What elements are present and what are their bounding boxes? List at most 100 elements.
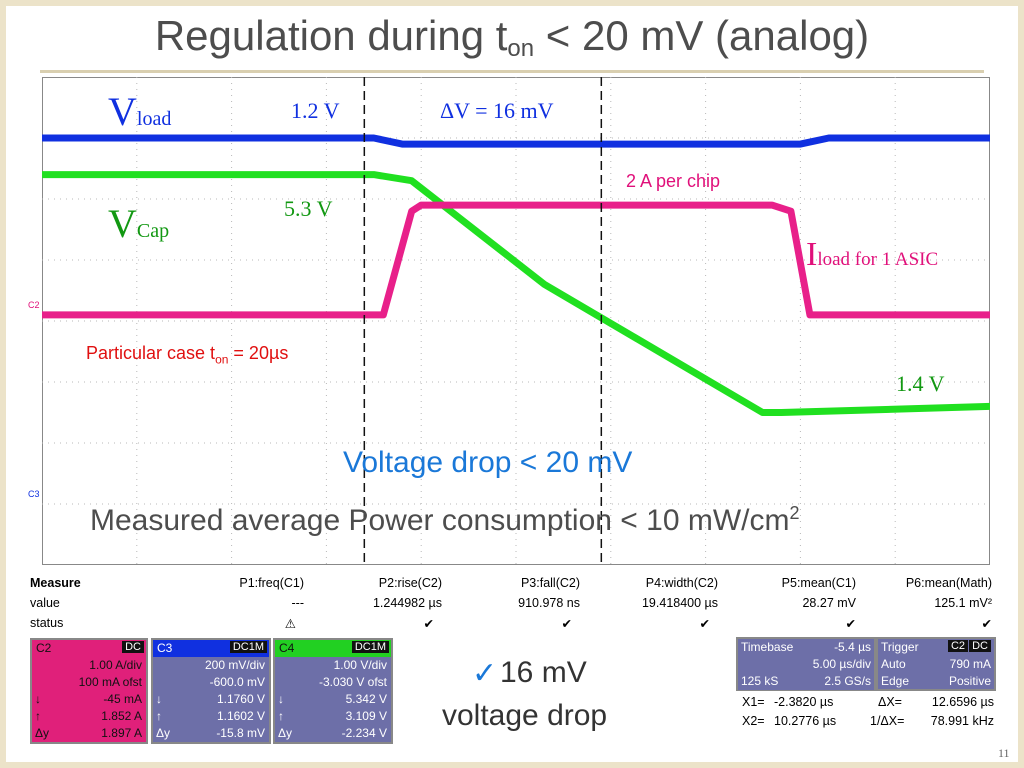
- channel-header: C2 DC: [32, 640, 146, 657]
- cursor-up-icon: ↑: [156, 709, 162, 723]
- measure-heading: Measure: [30, 576, 81, 590]
- cursor-up-icon: ↑: [278, 709, 284, 723]
- channel-c3-panel[interactable]: C3 DC1M 200 mV/div -600.0 mV ↓ 1.1760 V ↑ 1…: [151, 638, 271, 744]
- delta-y-label: Δy: [35, 726, 50, 740]
- iload-label: Iload for 1 ASIC: [806, 236, 939, 273]
- channel-name: C2: [36, 641, 52, 655]
- trigger-type: Edge: [881, 674, 910, 688]
- channel-c4-panel[interactable]: C4 DC1M 1.00 V/div -3.030 V ofst ↓ 5.342 V…: [273, 638, 393, 744]
- measure-header-p2: P2:rise(C2): [378, 576, 442, 590]
- summary-value: 16 mV: [500, 656, 587, 689]
- measure-header-p3: P3:fall(C2): [520, 576, 580, 590]
- delta-x-value: 12.6596 µs: [931, 695, 994, 709]
- delta-y-label: Δy: [156, 726, 171, 740]
- channel-name: C3: [157, 641, 173, 655]
- delta-y-value: 1.897 A: [101, 726, 142, 740]
- measure-value-row: value --- 1.244982 µs 910.978 ns 19.4184…: [30, 596, 992, 614]
- summary-caption: voltage drop: [442, 699, 608, 732]
- value-row-label: value: [30, 596, 60, 610]
- particular-case-label: Particular case ton = 20µs: [86, 343, 289, 367]
- coupling-badge: DC1M: [351, 641, 389, 653]
- trigger-title: Trigger: [881, 640, 919, 654]
- trace-i-load: [42, 201, 990, 319]
- power-consumption-label: Measured average Power consumption < 10 …: [90, 503, 800, 537]
- measure-header-p1: P1:freq(C1): [239, 576, 304, 590]
- label-1-4v: 1.4 V: [896, 371, 945, 396]
- check-icon: ✔: [423, 617, 434, 631]
- x2-label: X2=: [742, 714, 765, 728]
- measure-header-row: Measure P1:freq(C1) P2:rise(C2) P3:fall(…: [30, 576, 992, 594]
- sample-rate: 2.5 GS/s: [824, 674, 871, 688]
- measure-value-p1: ---: [291, 596, 305, 610]
- warning-icon: ⚠: [284, 617, 296, 631]
- cursor-down-icon: ↓: [278, 692, 284, 706]
- inverse-delta-x-value: 78.991 kHz: [930, 714, 994, 728]
- measure-value-p5: 28.27 mV: [802, 596, 856, 610]
- page-number: 11: [998, 746, 1010, 760]
- vcap-label: VCap: [108, 201, 170, 246]
- coupling-badge: DC: [122, 641, 144, 653]
- check-icon: ✔: [981, 617, 992, 631]
- sample-count: 125 kS: [741, 674, 779, 688]
- trace-v-cap: [42, 171, 990, 416]
- trigger-panel[interactable]: Trigger C2 DC Auto 790 mA Edge Positive: [876, 637, 996, 691]
- cursor-down-icon: ↓: [156, 692, 162, 706]
- x1-value: -2.3820 µs: [774, 695, 834, 709]
- cursor-up-value: 3.109 V: [345, 709, 387, 723]
- channel-scale: 200 mV/div: [204, 658, 265, 672]
- title-rule: [40, 70, 984, 73]
- trigger-slope: Positive: [948, 674, 991, 688]
- delta-y-label: Δy: [278, 726, 293, 740]
- c2-marker: C2: [28, 300, 40, 310]
- cursor-up-value: 1.1602 V: [216, 709, 265, 723]
- trigger-source-badge: C2: [947, 640, 968, 652]
- trace-v-load: [42, 134, 990, 148]
- delta-x-label: ΔX=: [878, 695, 902, 709]
- vload-label: Vload: [108, 89, 172, 134]
- status-row-label: status: [30, 616, 64, 630]
- voltage-drop-label: Voltage drop < 20 mV: [343, 446, 633, 479]
- timebase-scale: 5.00 µs/div: [812, 657, 871, 671]
- timebase-title: Timebase: [741, 640, 794, 654]
- channel-offset: 100 mA ofst: [78, 675, 142, 689]
- measure-header-p4: P4:width(C2): [645, 576, 718, 590]
- cursor-down-value: 1.1760 V: [216, 692, 265, 706]
- scope-plot: [42, 77, 990, 565]
- channel-name: C4: [279, 641, 295, 655]
- x2-value: 10.2776 µs: [774, 714, 837, 728]
- timebase-offset: -5.4 µs: [834, 640, 871, 654]
- cursor-readout: X1= -2.3820 µs ΔX= 12.6596 µs X2= 10.2776 µs…: [736, 694, 996, 734]
- x1-label: X1=: [742, 695, 765, 709]
- cursor-up-icon: ↑: [35, 709, 41, 723]
- measure-value-p4: 19.418400 µs: [641, 596, 718, 610]
- measure-status-row: status ⚠ ✔ ✔ ✔ ✔ ✔: [30, 616, 992, 634]
- amp-per-chip-label: 2 A per chip: [626, 171, 721, 191]
- c3-marker: C3: [28, 489, 40, 499]
- measure-value-p2: 1.244982 µs: [372, 596, 442, 610]
- label-1-2v: 1.2 V: [291, 98, 340, 123]
- label-5-3v: 5.3 V: [284, 196, 333, 221]
- measurement-table: Measure P1:freq(C1) P2:rise(C2) P3:fall(…: [30, 576, 992, 634]
- channel-header: C3 DC1M: [153, 640, 269, 657]
- trigger-coupling-badge: DC: [969, 640, 991, 652]
- measure-value-p3: 910.978 ns: [518, 596, 580, 610]
- delta-y-value: -2.234 V: [341, 726, 387, 740]
- channel-scale: 1.00 V/div: [333, 658, 387, 672]
- channel-offset: -3.030 V ofst: [318, 675, 387, 689]
- measure-value-p6: 125.1 mV²: [934, 596, 992, 610]
- cursor-up-value: 1.852 A: [101, 709, 142, 723]
- timebase-panel[interactable]: Timebase -5.4 µs 5.00 µs/div 125 kS 2.5 GS…: [736, 637, 876, 691]
- cursor-down-icon: ↓: [35, 692, 41, 706]
- coupling-badge: DC1M: [229, 641, 267, 653]
- measure-header-p5: P5:mean(C1): [781, 576, 856, 590]
- cursor-down-value: 5.342 V: [345, 692, 387, 706]
- trigger-mode: Auto: [881, 657, 906, 671]
- inverse-delta-x-label: 1/ΔX=: [870, 714, 905, 728]
- check-icon: ✔: [845, 617, 856, 631]
- measure-header-p6: P6:mean(Math): [905, 576, 992, 590]
- channel-c2-panel[interactable]: C2 DC 1.00 A/div 100 mA ofst ↓ -45 mA ↑ 1.8…: [30, 638, 148, 744]
- check-mark-icon: ✓: [472, 657, 498, 690]
- channel-scale: 1.00 A/div: [89, 658, 142, 672]
- slide-title: Regulation during ton < 20 mV (analog): [154, 12, 870, 62]
- trigger-level: 790 mA: [949, 657, 991, 671]
